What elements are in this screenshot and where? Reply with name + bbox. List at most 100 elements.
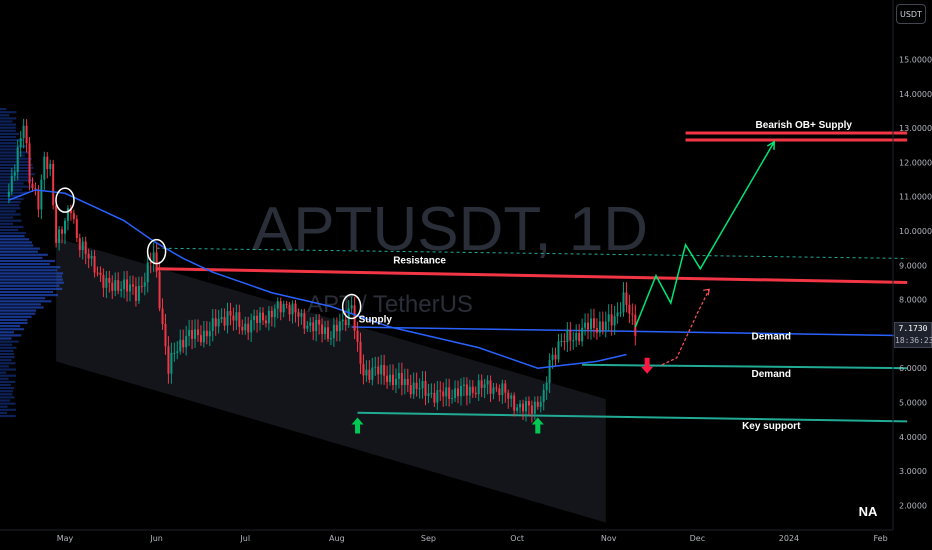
candle-body <box>400 372 403 386</box>
candle-body <box>403 378 406 386</box>
candle-body <box>368 369 371 380</box>
volume-profile-bar <box>0 356 15 359</box>
volume-profile-bar <box>0 176 29 179</box>
symbol-watermark: APTUSDT, 1D APT / TetherUS <box>252 195 648 318</box>
current-price-badge: 7.1730 18:36:23 <box>894 322 932 348</box>
candle-body <box>392 374 395 386</box>
candle-body <box>321 324 324 335</box>
candle-body <box>134 286 137 301</box>
volume-profile-bar <box>0 179 35 182</box>
time-tick-label: 2024 <box>779 534 799 543</box>
volume-profile-bar <box>0 253 48 256</box>
price-axis[interactable]: 2.00003.00004.00005.00006.00007.00008.00… <box>899 56 932 511</box>
candle-body <box>81 241 84 251</box>
candle-body <box>108 277 111 283</box>
time-tick-label: Oct <box>510 534 524 543</box>
candle-body <box>480 380 483 388</box>
candle-body <box>93 256 96 273</box>
price-tick-label: 9.0000 <box>899 261 927 270</box>
price-tick-label: 3.0000 <box>899 467 927 476</box>
volume-profile-bar <box>0 337 12 340</box>
candle-body <box>616 312 619 317</box>
volume-profile-bar <box>0 132 20 135</box>
candle-body <box>31 183 34 189</box>
volume-profile-bar <box>0 294 58 297</box>
volume-profile-bar <box>0 408 16 411</box>
candle-body <box>170 352 173 374</box>
volume-profile-bar <box>0 387 15 390</box>
candle-body <box>386 375 389 383</box>
candle-body <box>16 147 19 173</box>
time-axis[interactable]: May Jun Jul Aug Sep Oct Nov Dec 2024 Feb <box>57 534 888 543</box>
candle-body <box>459 385 462 397</box>
volume-profile-bar <box>0 235 25 238</box>
volume-profile-bar <box>0 349 14 352</box>
candle-body <box>253 315 256 321</box>
candle-body <box>111 282 114 291</box>
volume-profile-bar <box>0 359 12 362</box>
currency-button[interactable]: USDT <box>896 4 926 24</box>
volume-profile-bar <box>0 232 26 235</box>
candle-body <box>415 382 418 389</box>
volume-profile-bar <box>0 222 14 225</box>
candle-body <box>52 163 55 206</box>
candle-body <box>424 380 427 396</box>
candle-body <box>226 311 229 326</box>
volume-profile-bar <box>0 346 17 349</box>
time-tick-label: Feb <box>873 534 887 543</box>
candle-body <box>560 341 563 343</box>
candle-body <box>412 382 415 395</box>
price-tick-label: 4.0000 <box>899 433 927 442</box>
candle-body <box>489 380 492 394</box>
volume-profile-bar <box>0 108 7 111</box>
candle-body <box>143 282 146 287</box>
volume-profile-bar <box>0 219 22 222</box>
candle-body <box>498 388 501 396</box>
candle-body <box>433 392 436 403</box>
volume-profile-bar <box>0 272 64 275</box>
candle-body <box>397 372 400 379</box>
volume-profile-bar <box>0 393 13 396</box>
candle-body <box>28 143 31 184</box>
volume-profile-bar <box>0 207 21 210</box>
volume-profile-bar <box>0 303 41 306</box>
candle-body <box>250 320 253 333</box>
candle-body <box>64 220 66 234</box>
volume-profile-bar <box>0 129 16 132</box>
volume-profile-bar <box>0 309 37 312</box>
volume-profile-bar <box>0 185 32 188</box>
volume-profile-bar <box>0 331 14 334</box>
volume-profile-bar <box>0 328 25 331</box>
candle-body <box>282 303 285 313</box>
candle-body <box>625 292 628 306</box>
candle-body <box>69 208 72 214</box>
demand-upper-label: Demand <box>752 332 791 343</box>
candle-body <box>622 292 625 313</box>
volume-profile-bar <box>0 269 58 272</box>
volume-profile-bar <box>0 250 38 253</box>
candle-body <box>465 384 468 396</box>
candle-body <box>619 312 622 314</box>
volume-profile-bar <box>0 340 19 343</box>
candle-body <box>341 319 344 322</box>
candle-body <box>598 321 601 333</box>
candle-body <box>288 304 291 315</box>
pivot-circle-marker <box>341 293 362 320</box>
demand-label: Demand <box>752 369 791 380</box>
candle-body <box>533 401 536 414</box>
candle-body <box>155 252 158 272</box>
volume-profile-bar <box>0 402 16 405</box>
volume-profile-bar <box>0 139 23 142</box>
candle-body <box>592 318 595 329</box>
candle-body <box>214 318 217 327</box>
candle-body <box>267 310 270 324</box>
candle-body <box>55 205 58 243</box>
volume-profile-bar <box>0 238 30 241</box>
volume-profile-bar <box>0 117 17 120</box>
supply-line <box>351 326 908 337</box>
volume-profile-bar <box>0 204 20 207</box>
volume-profile-bar <box>0 256 43 259</box>
candle-body <box>527 401 530 406</box>
candle-body <box>173 352 176 354</box>
